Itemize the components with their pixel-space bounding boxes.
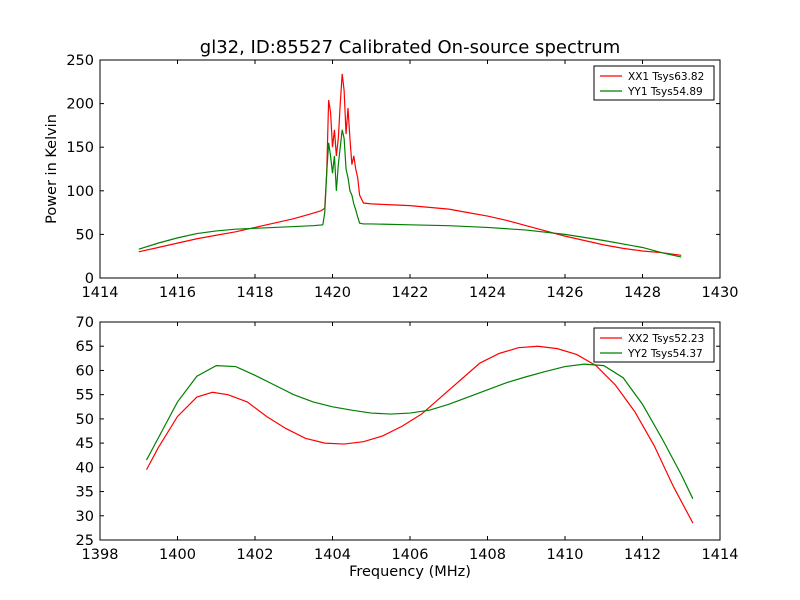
legend-box (593, 327, 715, 363)
chart-panel-1: 1414 1416 1418 1420 1422 1424 1426 1428 1430 0 50 1… (44, 53, 738, 301)
legend-label-2: YY1 Tsys54.89 (627, 86, 703, 98)
x-tick-label: 1426 (547, 285, 584, 301)
x-tick-label: 1418 (237, 285, 274, 301)
y-tick-label: 40 (76, 460, 94, 476)
x-tick-label: 1398 (82, 547, 119, 563)
y-tick-label: 55 (76, 388, 94, 404)
x-tick-label: 1402 (237, 547, 274, 563)
y-tick-label: 100 (66, 184, 94, 200)
legend: XX2 Tsys52.23 YY2 Tsys54.37 (593, 327, 715, 363)
chart-title: gl32, ID:85527 Calibrated On-source spec… (200, 37, 620, 58)
legend-label-1: XX2 Tsys52.23 (628, 333, 704, 345)
y-tick-label: 0 (85, 271, 94, 287)
chart-panel-2: 1398 1400 1402 1404 1406 1408 1410 1412 1414 25 30… (76, 315, 739, 580)
x-tick-label: 1400 (159, 547, 196, 563)
plot-layer: 1414 1416 1418 1420 1422 1424 1426 1428 14300501… (44, 53, 738, 580)
y-tick-label: 70 (76, 315, 94, 331)
legend-label-1: XX1 Tsys63.82 (628, 71, 704, 83)
y-tick-label: 200 (66, 97, 94, 113)
x-tick-label: 1416 (159, 285, 196, 301)
y-tick-label: 25 (76, 533, 94, 549)
y-tick-label: 150 (66, 140, 94, 156)
x-tick-label: 1412 (624, 547, 661, 563)
series-line-1 (138, 73, 682, 256)
y-axis-label: Power in Kelvin (44, 114, 60, 224)
x-tick-label: 1428 (624, 285, 661, 301)
x-tick-label: 1408 (469, 547, 506, 563)
series-line-2 (145, 363, 694, 500)
y-tick-label: 50 (76, 227, 94, 243)
series-line-2 (138, 129, 682, 258)
x-tick-label: 1406 (392, 547, 429, 563)
x-tick-label: 1422 (392, 285, 429, 301)
y-tick-label: 65 (76, 339, 94, 355)
x-tick-label: 1430 (702, 285, 739, 301)
y-tick-label: 50 (76, 412, 94, 428)
legend: XX1 Tsys63.82 YY1 Tsys54.89 (593, 65, 715, 101)
x-tick-label: 1414 (82, 285, 119, 301)
y-tick-label: 45 (76, 436, 94, 452)
x-tick-label: 1420 (314, 285, 351, 301)
legend-label-2: YY2 Tsys54.37 (627, 348, 703, 360)
x-axis-label: Frequency (MHz) (349, 564, 471, 580)
x-tick-label: 1404 (314, 547, 351, 563)
x-tick-label: 1414 (702, 547, 739, 563)
y-tick-label: 30 (76, 509, 94, 525)
x-tick-label: 1410 (547, 547, 584, 563)
y-tick-label: 60 (76, 363, 94, 379)
y-tick-label: 250 (66, 53, 94, 69)
series-line-1 (145, 345, 694, 524)
x-tick-label: 1424 (469, 285, 506, 301)
y-tick-label: 35 (76, 485, 94, 501)
legend-box (593, 65, 715, 101)
